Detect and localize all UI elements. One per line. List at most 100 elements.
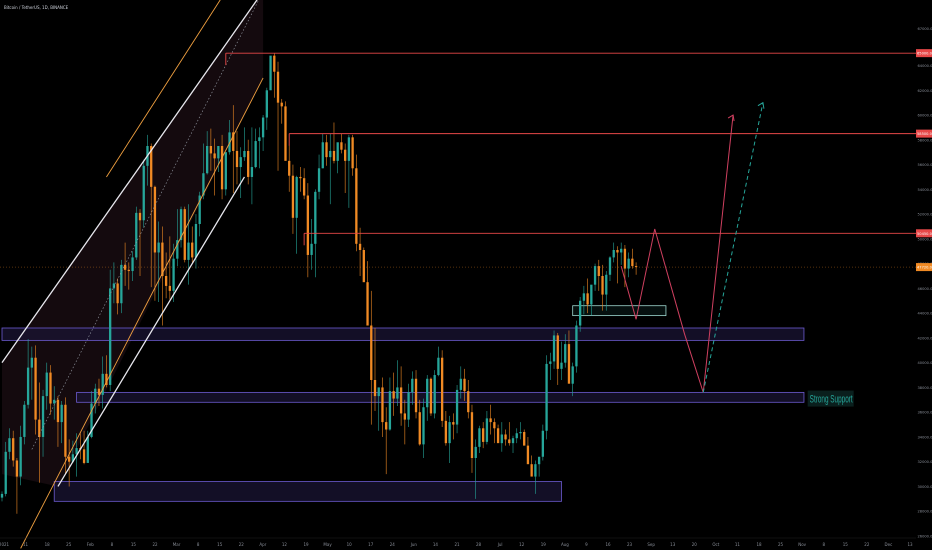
- time-tick: 2021: [0, 542, 10, 547]
- candle: [482, 422, 485, 449]
- candle-body: [616, 250, 619, 253]
- candle-body: [582, 293, 586, 301]
- candle-body: [321, 142, 324, 169]
- time-tick: Sep: [647, 542, 655, 547]
- price-tick: 28000.00: [918, 510, 932, 514]
- zone-layer: [1, 0, 805, 502]
- candle: [523, 429, 526, 446]
- candle-body: [418, 412, 421, 445]
- candle: [164, 252, 168, 299]
- candle-body: [64, 404, 67, 457]
- candle-body: [157, 242, 160, 253]
- candle: [15, 458, 19, 514]
- candle: [4, 441, 7, 497]
- candle: [399, 366, 403, 426]
- candle: [291, 164, 295, 234]
- candle-body: [332, 150, 336, 161]
- candle-body: [489, 418, 492, 423]
- candle-body: [164, 276, 168, 286]
- candle-body: [191, 242, 194, 258]
- candle-body: [396, 387, 399, 399]
- candle: [500, 422, 503, 452]
- candle-body: [586, 293, 589, 305]
- candle-body: [220, 146, 224, 190]
- candle: [120, 259, 123, 314]
- candle-body: [131, 257, 134, 272]
- projection-arrowhead: [727, 114, 735, 122]
- time-tick: 13: [670, 542, 676, 547]
- time-tick: 11: [23, 542, 29, 547]
- candle: [608, 256, 612, 281]
- candle-body: [377, 387, 380, 397]
- candle: [496, 424, 500, 444]
- candle-body: [407, 392, 410, 420]
- candle: [97, 378, 101, 406]
- candle-body: [86, 436, 89, 463]
- candle-body: [302, 178, 306, 196]
- projection-path: [620, 114, 734, 393]
- candle-body: [478, 428, 481, 447]
- candle-body: [38, 419, 41, 437]
- candle: [179, 206, 183, 248]
- candle-body: [552, 335, 556, 362]
- time-tick: 20: [692, 542, 698, 547]
- candle: [265, 87, 268, 130]
- candle-body: [109, 288, 112, 385]
- time-tick: 11: [735, 542, 741, 547]
- candle: [82, 430, 86, 465]
- candle: [232, 105, 235, 194]
- candle: [347, 134, 351, 208]
- time-axis: 2021 11 18 25 Feb 8 15 22 Mar 8 15 22 Apr 12 19 May 10 17…: [0, 537, 916, 547]
- time-tick: 18: [756, 542, 762, 547]
- candle: [358, 227, 362, 276]
- candle: [191, 226, 194, 263]
- candle: [426, 375, 429, 421]
- candle-body: [53, 399, 56, 404]
- candles-layer: [0, 53, 638, 514]
- candle: [385, 407, 388, 475]
- candle: [239, 147, 242, 198]
- channel-inner-lower: [57, 176, 246, 487]
- candle-body: [590, 284, 593, 305]
- time-tick: 25: [66, 542, 72, 547]
- candle-body: [161, 242, 164, 276]
- candle-body: [75, 448, 78, 455]
- candle: [176, 209, 179, 267]
- candle-body: [168, 285, 172, 291]
- candle-body: [403, 413, 406, 420]
- candle: [247, 139, 250, 185]
- candle: [332, 122, 336, 164]
- candle-body: [537, 456, 541, 465]
- candle-body: [399, 387, 403, 414]
- candle-body: [306, 195, 310, 255]
- price-tick: 62000.00: [918, 89, 932, 93]
- channel-outer-upper: [106, 0, 221, 178]
- candle: [433, 370, 436, 419]
- candle-body: [578, 300, 582, 326]
- candle-body: [205, 146, 209, 174]
- candle: [310, 219, 313, 270]
- candle: [575, 320, 578, 373]
- candle-body: [135, 212, 138, 258]
- candle-body: [336, 142, 339, 161]
- candle: [493, 418, 496, 444]
- time-tick: 8: [197, 542, 200, 547]
- price-axis: 67000.00 64000.00 62000.00 60000.00 58000.00…: [916, 0, 932, 550]
- candle: [414, 370, 418, 419]
- price-tick: 56000.00: [918, 163, 932, 167]
- candle: [549, 352, 552, 380]
- candle-body: [90, 403, 93, 437]
- candle: [269, 55, 272, 91]
- candle-body: [97, 388, 101, 395]
- candle: [288, 144, 291, 192]
- candle-body: [224, 152, 227, 190]
- candle-body: [545, 363, 548, 431]
- candle-body: [60, 404, 63, 423]
- candle-body: [620, 248, 623, 253]
- candle-body: [179, 209, 183, 241]
- channel-outer-lower: [20, 77, 264, 549]
- candle-body: [634, 266, 638, 268]
- time-tick: 15: [217, 542, 223, 547]
- candle: [567, 330, 571, 384]
